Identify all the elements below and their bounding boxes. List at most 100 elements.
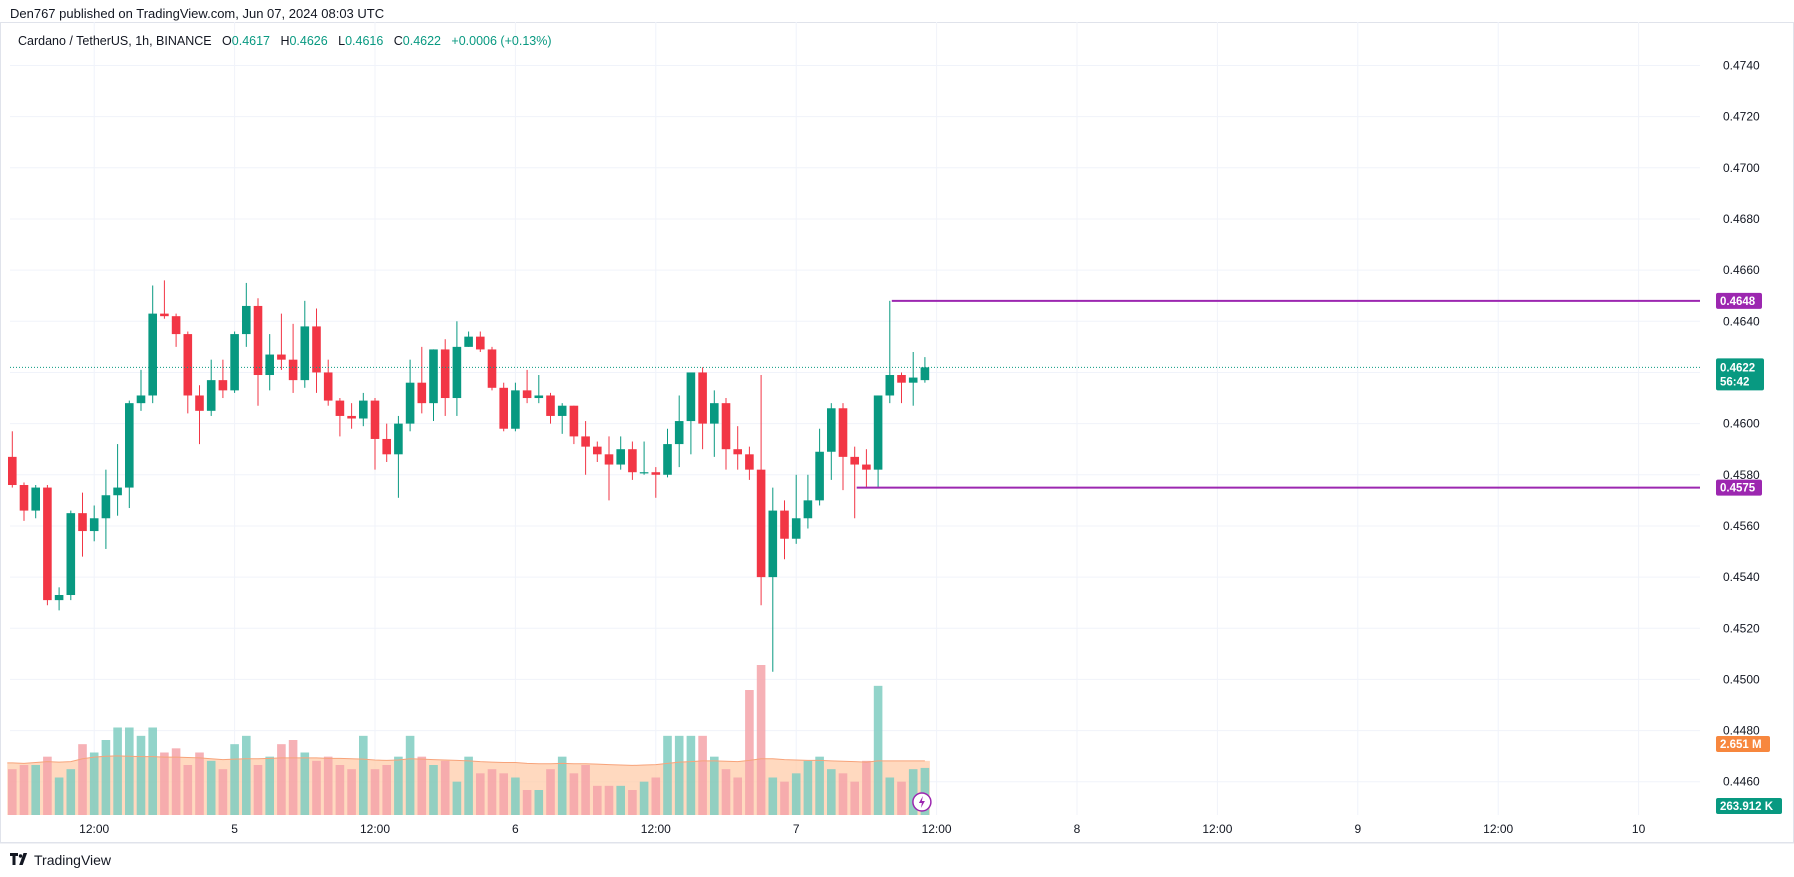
candle-body[interactable] [908,377,918,383]
candle-body[interactable] [639,472,649,474]
candle-body[interactable] [394,423,403,455]
candle-body[interactable] [651,472,661,475]
candle-body[interactable] [745,454,754,470]
candle-body[interactable] [160,313,169,317]
candle-body[interactable] [78,513,87,532]
volume-bar [745,690,754,815]
y-tick-label: 0.4460 [1723,775,1760,789]
candle-body[interactable] [698,372,707,424]
candle-body[interactable] [347,415,356,419]
x-tick-label: 10 [1632,822,1646,836]
candle-body[interactable] [721,403,731,450]
volume-last-tag [1716,798,1782,814]
candle-body[interactable] [265,354,274,376]
y-tick-label: 0.4640 [1723,314,1760,328]
candle-body[interactable] [511,390,520,429]
candle-body[interactable] [581,436,590,447]
candle-body[interactable] [19,485,29,511]
candle-body[interactable] [101,495,111,519]
candle-body[interactable] [569,405,579,437]
candle-body[interactable] [312,326,321,373]
candle-body[interactable] [218,380,228,391]
candle-body[interactable] [429,349,438,404]
candle-body[interactable] [733,449,742,455]
candle-body[interactable] [113,487,122,496]
candle-body[interactable] [253,305,263,376]
lightning-bolt-icon [918,796,925,808]
candle-body[interactable] [686,372,696,422]
candle-body[interactable] [195,395,204,411]
candle-body[interactable] [242,305,251,335]
candle-body[interactable] [125,403,134,488]
candle-body[interactable] [499,387,508,429]
candle-body[interactable] [43,487,52,601]
candle-body[interactable] [405,382,415,424]
candle-body[interactable] [136,395,146,404]
candle-body[interactable] [183,334,193,396]
candle-body[interactable] [31,487,40,511]
candle-body[interactable] [534,395,544,399]
volume-bar [499,773,508,815]
volume-bar [569,773,579,815]
candle-body[interactable] [487,349,497,388]
candle-body[interactable] [54,595,64,601]
candle-body[interactable] [335,400,345,416]
candle-body[interactable] [452,346,462,399]
candle-body[interactable] [920,367,930,381]
candle-body[interactable] [850,456,859,465]
volume-bar [803,760,813,815]
candle-body[interactable] [674,421,684,445]
candle-body[interactable] [522,390,532,399]
symbol-legend[interactable]: Cardano / TetherUS, 1h, BINANCE O0.4617 … [18,34,552,48]
volume-bar [815,756,824,815]
candle-body[interactable] [476,336,485,350]
candle-body[interactable] [593,446,602,455]
volume-bar [323,756,333,815]
candle-body[interactable] [557,405,567,416]
symbol-name[interactable]: Cardano / TetherUS, 1h, BINANCE [18,34,212,48]
candle-body[interactable] [616,449,625,465]
candle-body[interactable] [148,313,157,396]
candle-body[interactable] [323,372,333,401]
tradingview-brand[interactable]: TradingView [10,852,111,868]
candle-body[interactable] [8,456,17,486]
candle-body[interactable] [663,444,672,475]
candle-body[interactable] [815,451,824,501]
candle-body[interactable] [382,438,391,455]
candle-body[interactable] [546,395,555,416]
candle-body[interactable] [780,510,789,539]
candle-body[interactable] [89,518,99,532]
volume-bar [464,756,473,815]
candle-body[interactable] [862,464,871,470]
candle-body[interactable] [66,513,76,596]
candle-body[interactable] [300,326,310,381]
candle-body[interactable] [277,354,286,360]
candle-body[interactable] [288,359,298,381]
volume-bar [31,765,40,815]
candle-body[interactable] [171,316,181,335]
candle-body[interactable] [417,382,427,404]
candle-body[interactable] [803,500,813,519]
candle-body[interactable] [768,510,778,578]
volume-bar [405,735,415,815]
candle-body[interactable] [464,336,473,347]
candle-body[interactable] [710,403,719,424]
candle-body[interactable] [897,375,906,383]
candle-body[interactable] [838,408,848,457]
candle-body[interactable] [359,400,368,419]
candle-body[interactable] [827,408,836,452]
candle-body[interactable] [756,469,766,578]
candle-body[interactable] [791,518,801,539]
candle-body[interactable] [370,400,380,439]
candle-body[interactable] [230,334,239,391]
candle-body[interactable] [885,375,895,396]
candle-body[interactable] [628,449,637,473]
candle-body[interactable] [873,395,883,470]
volume-bar [218,769,228,815]
candle-body[interactable] [440,349,450,399]
candle-body[interactable] [604,454,614,465]
candle-body[interactable] [206,380,216,411]
volume-bar [195,752,204,815]
